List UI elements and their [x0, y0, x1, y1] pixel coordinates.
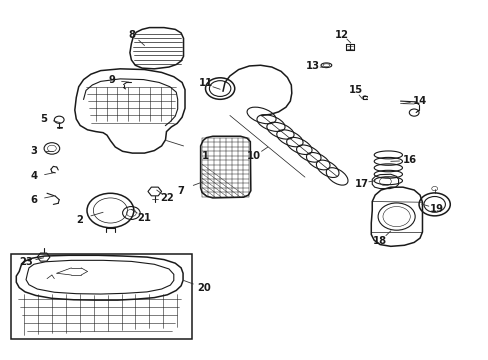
Text: 19: 19 — [429, 204, 443, 214]
Text: 13: 13 — [305, 61, 319, 71]
Text: 9: 9 — [108, 75, 115, 85]
Text: 3: 3 — [30, 146, 37, 156]
Text: 22: 22 — [160, 193, 174, 203]
Text: 21: 21 — [137, 213, 151, 222]
Text: 4: 4 — [30, 171, 38, 181]
Text: 20: 20 — [197, 283, 211, 293]
Text: 15: 15 — [348, 85, 362, 95]
Text: 16: 16 — [403, 155, 416, 165]
Text: 10: 10 — [247, 150, 261, 161]
Text: 11: 11 — [198, 78, 212, 88]
Text: 18: 18 — [372, 236, 386, 246]
Text: 12: 12 — [334, 30, 348, 40]
Text: 8: 8 — [128, 30, 136, 40]
Text: 1: 1 — [202, 150, 209, 161]
Text: 7: 7 — [177, 186, 184, 196]
Text: 5: 5 — [40, 114, 47, 124]
Text: 17: 17 — [354, 179, 368, 189]
Text: 2: 2 — [76, 215, 83, 225]
Text: 23: 23 — [19, 257, 33, 267]
Text: 6: 6 — [30, 195, 37, 205]
Text: 14: 14 — [412, 96, 427, 106]
